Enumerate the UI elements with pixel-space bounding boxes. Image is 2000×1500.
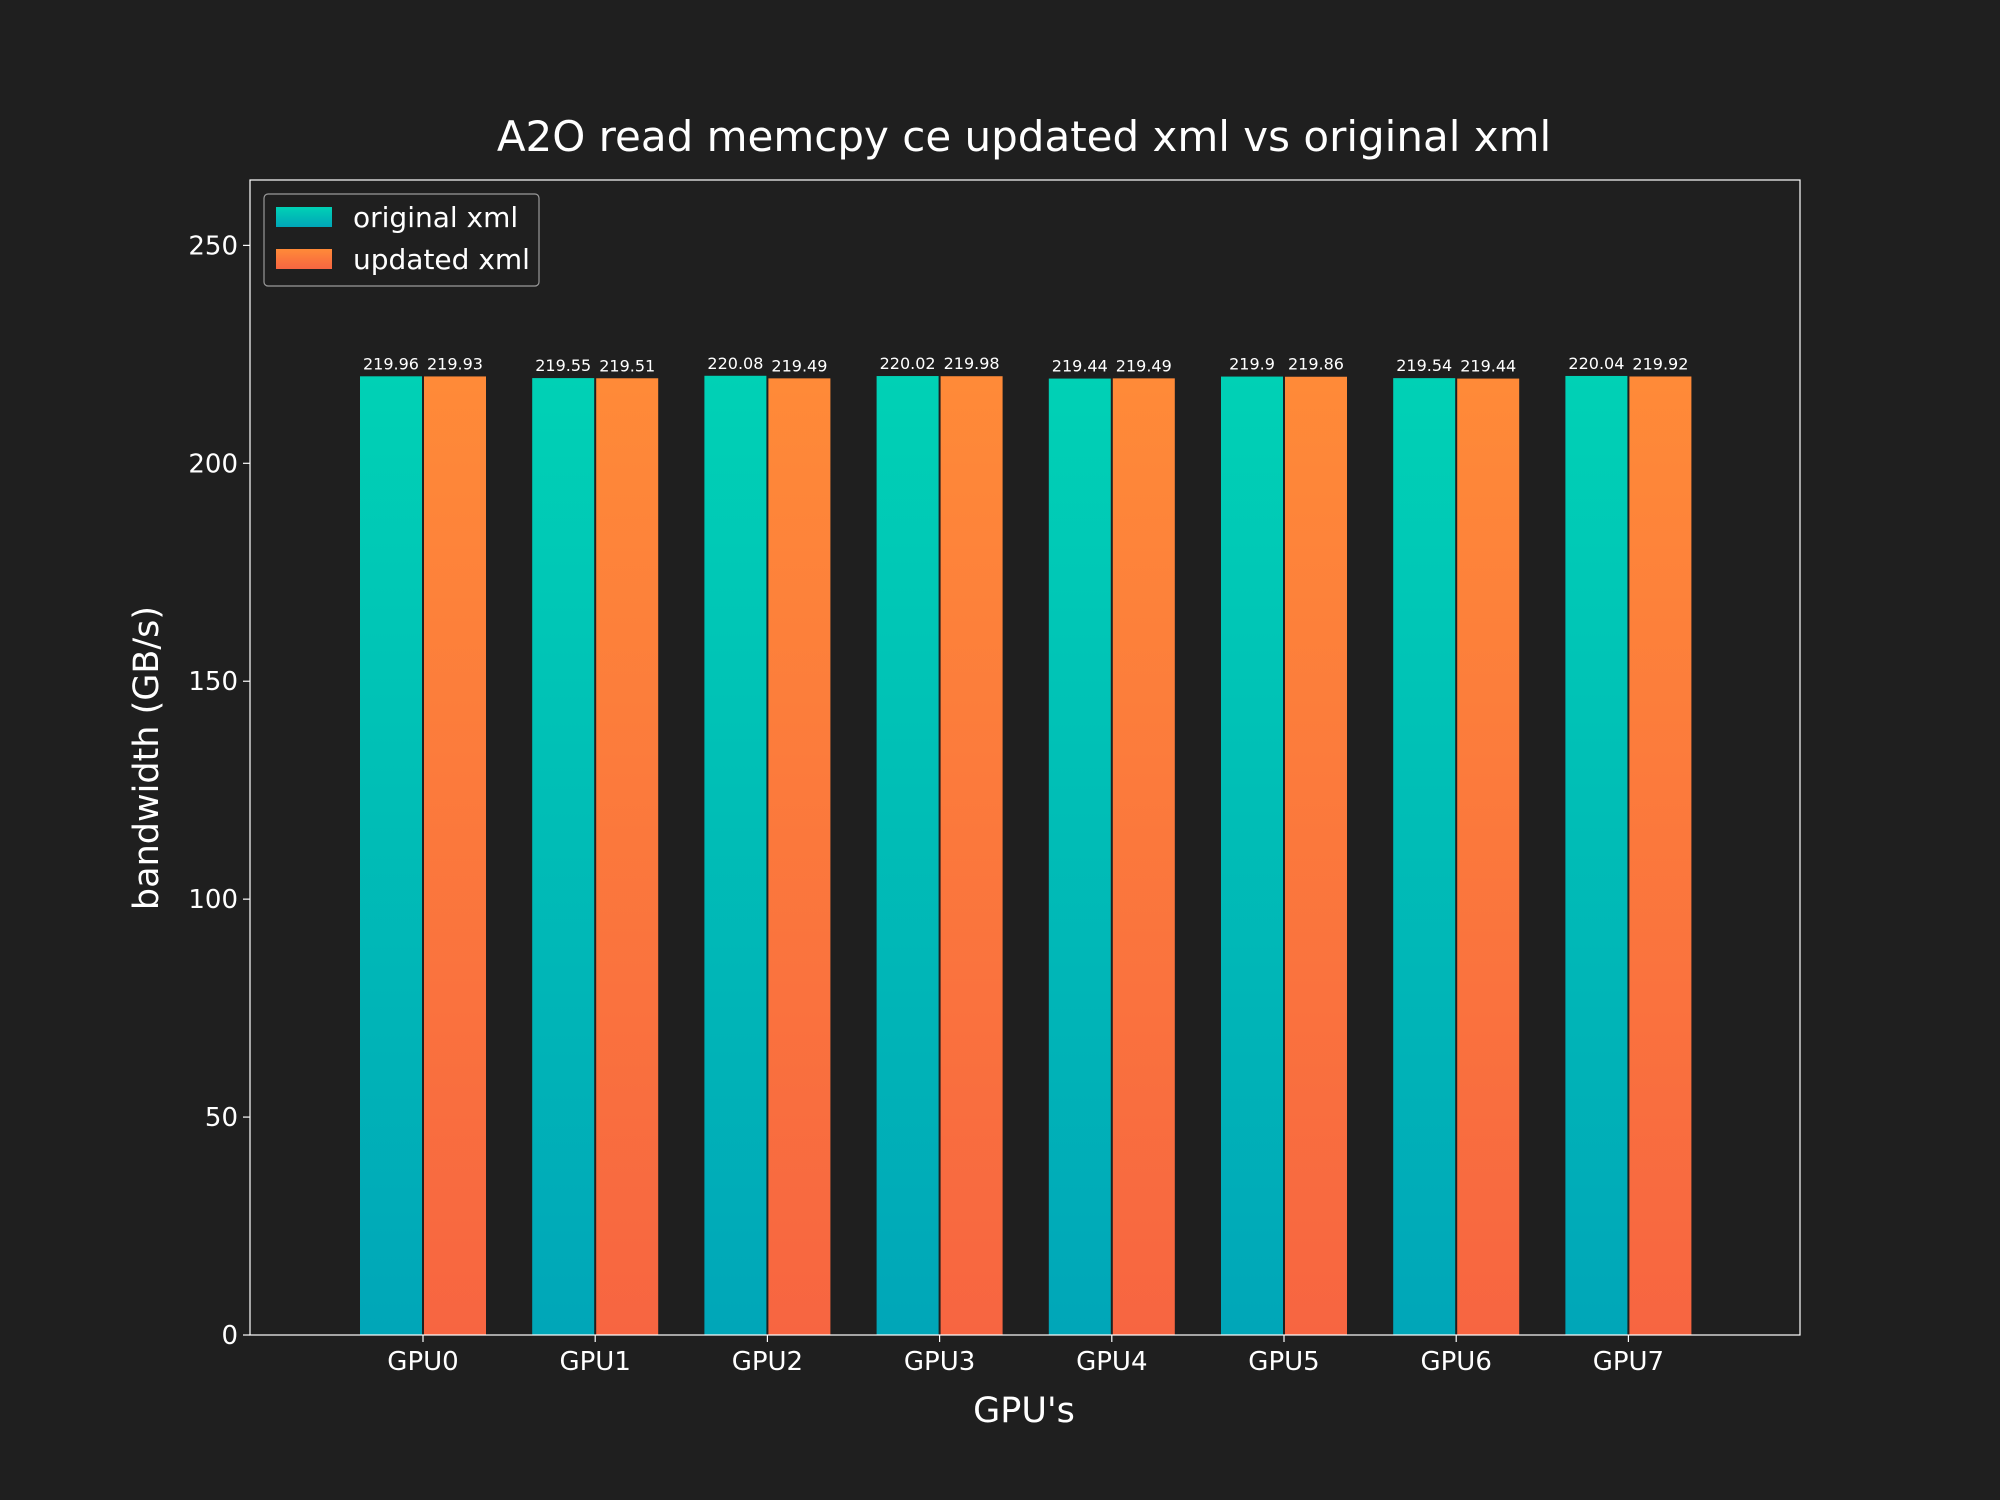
bar-updated-gpu1 xyxy=(596,378,659,1336)
x-tick-label: GPU3 xyxy=(904,1347,975,1377)
x-tick-label: GPU1 xyxy=(559,1347,630,1377)
bar-updated-gpu0 xyxy=(424,376,486,1336)
bar-updated-gpu3 xyxy=(940,376,1003,1335)
bar-original-gpu5 xyxy=(1221,376,1283,1335)
legend-label-original: original xml xyxy=(353,201,518,234)
bar-original-gpu0 xyxy=(360,376,422,1336)
legend-swatch-original xyxy=(276,207,332,227)
x-tick-label: GPU7 xyxy=(1593,1347,1664,1377)
bar-value-label: 219.55 xyxy=(535,356,591,375)
bar-original-gpu7 xyxy=(1565,375,1628,1335)
x-tick-label: GPU5 xyxy=(1248,1347,1319,1377)
bar-original-gpu1 xyxy=(532,378,595,1335)
bar-value-label: 219.98 xyxy=(944,354,1000,373)
x-tick-label: GPU6 xyxy=(1420,1347,1491,1377)
bar-value-label: 220.02 xyxy=(880,354,936,373)
legend: original xml updated xml xyxy=(263,193,540,287)
bar-value-label: 219.44 xyxy=(1052,357,1108,376)
bar-value-label: 219.49 xyxy=(1116,356,1172,375)
bar-value-label: 219.49 xyxy=(771,356,827,375)
chart-title: A2O read memcpy ce updated xml vs origin… xyxy=(497,112,1551,161)
bar-value-label: 220.04 xyxy=(1568,354,1624,373)
plot-frame xyxy=(249,179,1801,1336)
y-tick-label: 100 xyxy=(188,885,238,915)
bar-value-label: 219.9 xyxy=(1229,355,1275,374)
bar-value-label: 220.08 xyxy=(707,354,763,373)
x-tick-label: GPU0 xyxy=(387,1347,458,1377)
y-tick-label: 0 xyxy=(221,1321,238,1351)
y-axis-label: bandwidth (GB/s) xyxy=(127,606,167,910)
bar-value-label: 219.51 xyxy=(599,356,655,375)
bar-updated-gpu7 xyxy=(1629,376,1692,1336)
bar-original-gpu3 xyxy=(876,376,939,1335)
y-tick-label: 50 xyxy=(205,1103,238,1133)
bar-updated-gpu4 xyxy=(1112,378,1175,1335)
bar-original-gpu6 xyxy=(1393,378,1456,1336)
bars-group xyxy=(360,375,1692,1336)
y-axis: 0 50 100 150 200 250 xyxy=(188,231,250,1351)
x-tick-label: GPU2 xyxy=(732,1347,803,1377)
bar-updated-gpu6 xyxy=(1457,378,1520,1335)
bar-original-gpu2 xyxy=(704,375,767,1335)
bar-labels-group: 219.96 219.93 219.55 219.51 220.08 219.49 220.… xyxy=(363,354,1688,376)
legend-label-updated: updated xml xyxy=(353,243,530,276)
x-tick-label: GPU4 xyxy=(1076,1347,1147,1377)
y-tick-label: 200 xyxy=(188,449,238,479)
y-tick-label: 250 xyxy=(188,231,238,261)
bar-value-label: 219.86 xyxy=(1288,355,1344,374)
y-tick-label: 150 xyxy=(188,667,238,697)
bar-value-label: 219.44 xyxy=(1460,357,1516,376)
bar-value-label: 219.93 xyxy=(427,354,483,373)
legend-swatch-updated xyxy=(276,249,332,269)
x-axis: GPU0 GPU1 GPU2 GPU3 GPU4 GPU5 GPU6 GPU7 xyxy=(387,1335,1664,1377)
bar-updated-gpu5 xyxy=(1285,376,1347,1335)
bar-value-label: 219.54 xyxy=(1396,356,1452,375)
x-axis-label: GPU's xyxy=(973,1391,1075,1431)
bar-value-label: 219.92 xyxy=(1632,354,1688,373)
legend-frame xyxy=(263,193,540,287)
bar-original-gpu4 xyxy=(1048,378,1111,1335)
bar-updated-gpu2 xyxy=(768,378,831,1335)
bar-value-label: 219.96 xyxy=(363,354,419,373)
